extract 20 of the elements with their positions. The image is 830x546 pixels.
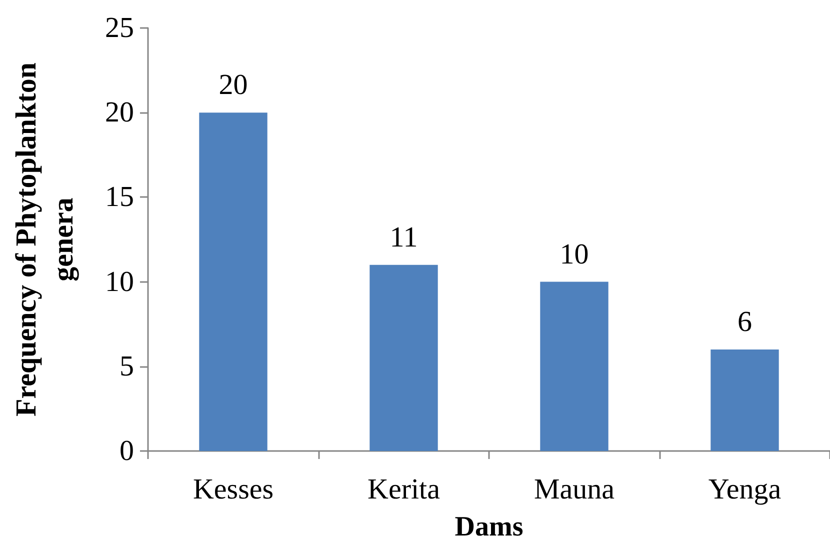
y-tick-label: 20 [105,96,134,129]
y-axis-title: Frequency of Phytoplankton genera [10,62,80,416]
bar [370,264,438,451]
x-tick-label: Yenga [708,474,782,506]
data-label: 10 [560,238,589,270]
x-tick-label: Kerita [368,474,440,506]
x-tick-label: Mauna [534,474,615,506]
x-axis-title: Dams [454,512,524,542]
x-tick-label: Kesses [192,474,274,506]
bar [710,349,779,451]
y-tick-label: 25 [105,12,134,44]
y-tick-label: 0 [120,435,134,467]
data-label: 6 [738,306,752,338]
y-tick-label: 10 [105,266,134,298]
bar [540,282,608,451]
y-tick-label: 15 [105,181,134,214]
y-tick-label: 5 [120,350,134,382]
data-label: 20 [218,69,248,102]
data-label: 11 [390,221,418,254]
bar [199,112,268,451]
